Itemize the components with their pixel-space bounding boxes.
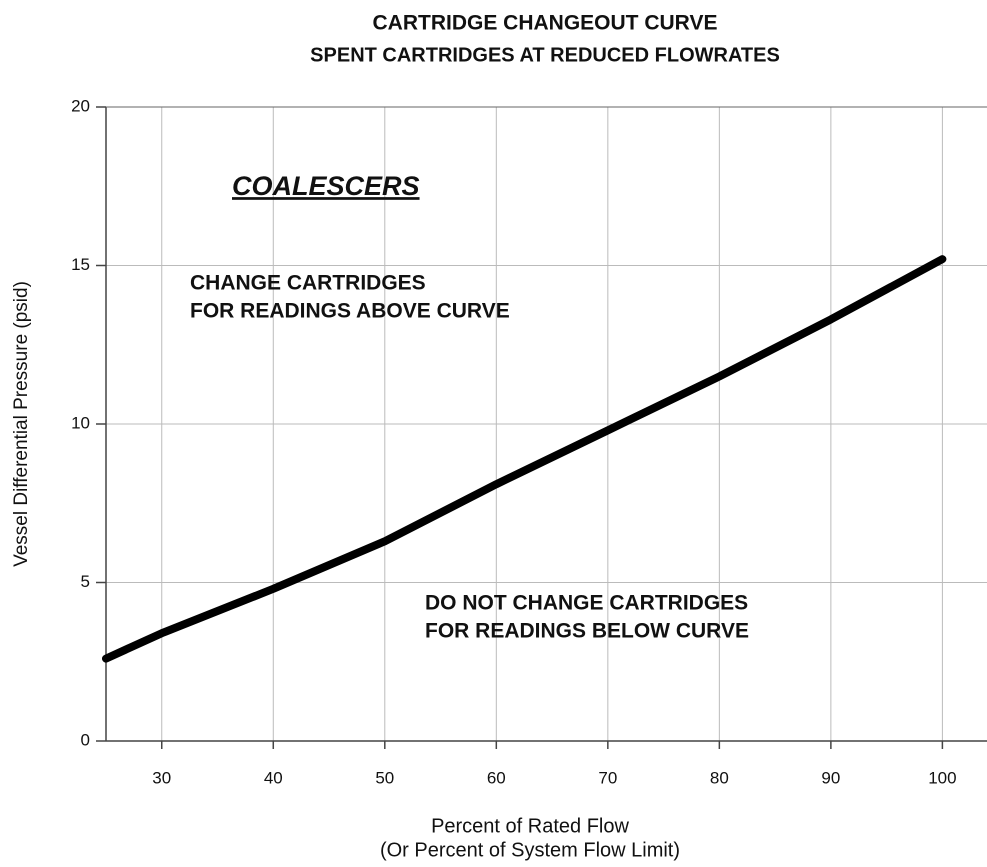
x-tick-label: 70 [598,768,617,787]
x-tick-label: 100 [928,768,956,787]
x-tick-label: 90 [821,768,840,787]
y-tick-label: 5 [81,572,90,591]
chart-title: CARTRIDGE CHANGEOUT CURVE [373,12,718,35]
y-tick-label: 0 [81,730,90,749]
x-tick-label: 30 [152,768,171,787]
y-tick-label: 10 [71,413,90,432]
y-tick-label: 20 [71,96,90,115]
x-tick-label: 80 [710,768,729,787]
curve [102,255,947,663]
annotation: FOR READINGS BELOW CURVE [425,620,749,643]
annotation: CHANGE CARTRIDGES [190,272,426,295]
annotation: COALESCERS [232,171,420,201]
x-axis-label: Percent of Rated Flow [431,815,629,837]
x-tick-label: 50 [375,768,394,787]
chart-subtitle: SPENT CARTRIDGES AT REDUCED FLOWRATES [310,44,780,66]
annotation: DO NOT CHANGE CARTRIDGES [425,592,748,615]
x-tick-label: 40 [264,768,283,787]
annotation: FOR READINGS ABOVE CURVE [190,300,510,323]
x-axis-label-note: (Or Percent of System Flow Limit) [380,839,680,861]
y-tick-label: 15 [71,255,90,274]
x-tick-label: 60 [487,768,506,787]
y-axis-label: Vessel Differential Pressure (psid) [11,281,32,567]
